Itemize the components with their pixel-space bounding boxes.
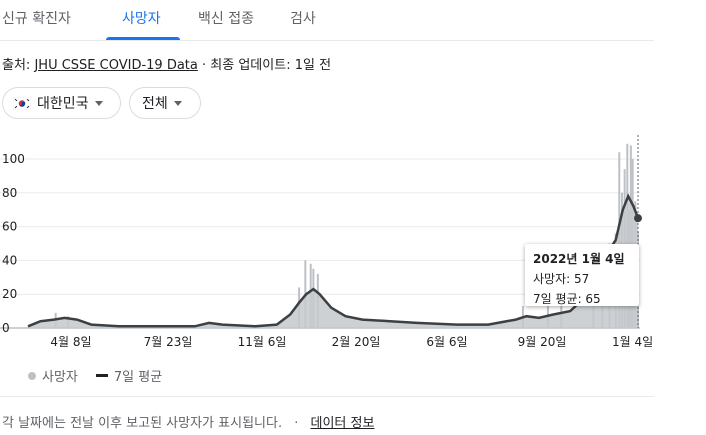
y-tick-label: 60: [2, 220, 17, 234]
south-korea-flag-icon: [13, 96, 31, 110]
hover-point-marker: [634, 214, 642, 223]
y-tick-label: 20: [2, 287, 17, 301]
legend-deaths-swatch: [28, 371, 36, 380]
region-label: 전체: [142, 96, 168, 112]
x-tick-label: 2월 20일: [332, 335, 381, 349]
average-area: [28, 196, 638, 328]
y-tick-label: 40: [2, 253, 17, 267]
y-tick-label: 100: [2, 152, 25, 166]
source-prefix: 출처:: [2, 58, 31, 73]
tab-deaths[interactable]: 사망자: [122, 11, 161, 27]
chevron-down-icon: [173, 100, 182, 106]
chart-tooltip: 2022년 1월 4일 사망자: 57 7일 평균: 65: [525, 244, 639, 306]
y-axis-ticks: 0 20 40 60 80 100: [2, 152, 25, 335]
tab-testing[interactable]: 검사: [290, 11, 316, 27]
x-axis-ticks: 4월 8일 7월 23일 11월 6일 2월 20일 6월 6일 9월 20일 1월 4일: [50, 335, 653, 349]
tooltip-deaths: 사망자: 57: [533, 272, 590, 286]
tab-new-cases[interactable]: 신규 확진자: [2, 11, 71, 27]
tooltip-date: 2022년 1월 4일: [533, 252, 625, 266]
tooltip-average: 7일 평균: 65: [533, 292, 601, 306]
last-updated: 최종 업데이트: 1일 전: [210, 58, 332, 73]
country-selector[interactable]: 대한민국: [2, 87, 121, 119]
footer: 각 날짜에는 전날 이후 보고된 사망자가 표시됩니다. · 데이터 정보: [2, 412, 374, 431]
source-link[interactable]: JHU CSSE COVID-19 Data: [34, 58, 198, 73]
x-tick-label: 11월 6일: [238, 335, 287, 349]
chart-legend: 사망자 7일 평균: [28, 366, 162, 385]
y-tick-label: 0: [2, 321, 10, 335]
x-tick-label: 1월 4일: [612, 335, 653, 349]
legend-average-label: 7일 평균: [113, 370, 163, 385]
x-tick-label: 7월 23일: [144, 335, 193, 349]
data-info-link[interactable]: 데이터 정보: [310, 416, 375, 431]
chevron-down-icon: [94, 100, 103, 106]
x-tick-label: 6월 6일: [426, 335, 467, 349]
x-tick-label: 9월 20일: [518, 335, 567, 349]
source-line: 출처: JHU CSSE COVID-19 Data · 최종 업데이트: 1일…: [2, 54, 331, 73]
divider: [0, 396, 654, 397]
legend-average-swatch: [95, 374, 108, 377]
x-tick-label: 4월 8일: [50, 335, 91, 349]
active-tab-indicator: [106, 37, 180, 40]
legend-deaths-label: 사망자: [42, 370, 78, 385]
region-selector[interactable]: 전체: [129, 87, 201, 119]
country-label: 대한민국: [37, 96, 89, 112]
footer-note: 각 날짜에는 전날 이후 보고된 사망자가 표시됩니다.: [2, 416, 283, 431]
tab-vaccinations[interactable]: 백신 접종: [198, 11, 254, 27]
footer-separator: ·: [294, 416, 299, 431]
y-tick-label: 80: [2, 186, 17, 200]
tab-bar: 신규 확진자 사망자 백신 접종 검사: [0, 0, 654, 41]
source-separator: ·: [202, 58, 207, 73]
